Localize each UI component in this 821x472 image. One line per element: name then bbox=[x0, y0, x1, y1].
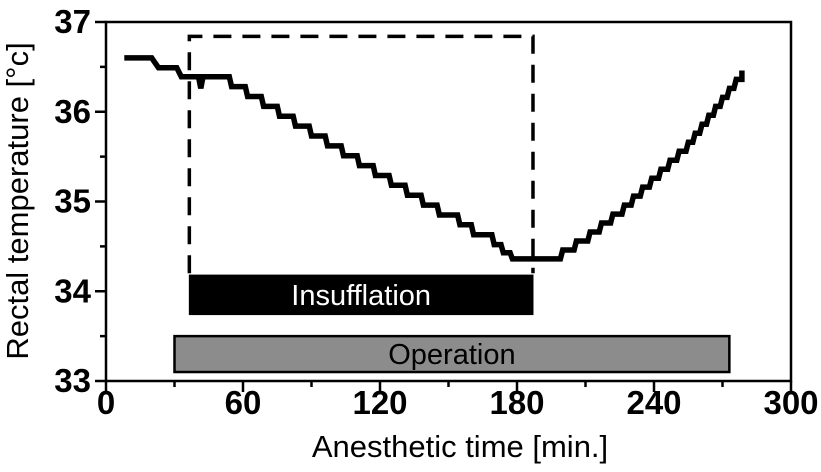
operation-bar bbox=[173, 334, 731, 374]
x-tick-label: 60 bbox=[225, 384, 262, 421]
rectal-temperature-curve bbox=[124, 55, 745, 262]
y-axis-minor-ticks bbox=[100, 65, 106, 338]
x-tick-label: 0 bbox=[97, 384, 115, 421]
y-axis-title: Rectal temperature [°c] bbox=[0, 42, 35, 359]
y-tick-label: 36 bbox=[54, 93, 91, 130]
y-tick-label: 34 bbox=[54, 272, 91, 309]
x-axis-minor-ticks bbox=[173, 381, 724, 387]
y-axis-major-ticks bbox=[95, 20, 106, 383]
x-tick-label: 240 bbox=[626, 384, 681, 421]
insufflation-bar-label: Insufflation bbox=[291, 280, 431, 312]
x-tick-label: 120 bbox=[352, 384, 407, 421]
insufflation-bar bbox=[188, 274, 534, 316]
y-tick-label: 33 bbox=[54, 362, 91, 399]
y-axis-tick-labels: 33 34 35 36 37 bbox=[54, 3, 91, 399]
x-axis-major-ticks bbox=[104, 381, 793, 392]
insufflation-bar-group: Insufflation bbox=[188, 274, 534, 316]
x-tick-label: 300 bbox=[763, 384, 818, 421]
insufflation-period-dashed-outline bbox=[187, 34, 535, 274]
x-tick-label: 180 bbox=[489, 384, 544, 421]
operation-bar-label: Operation bbox=[388, 339, 515, 371]
y-tick-label: 37 bbox=[54, 3, 91, 40]
x-axis-title: Anesthetic time [min.] bbox=[312, 429, 608, 464]
operation-bar-group: Operation bbox=[173, 334, 731, 374]
y-tick-label: 35 bbox=[54, 183, 91, 220]
x-axis-tick-labels: 0 60 120 180 240 300 bbox=[97, 384, 819, 421]
